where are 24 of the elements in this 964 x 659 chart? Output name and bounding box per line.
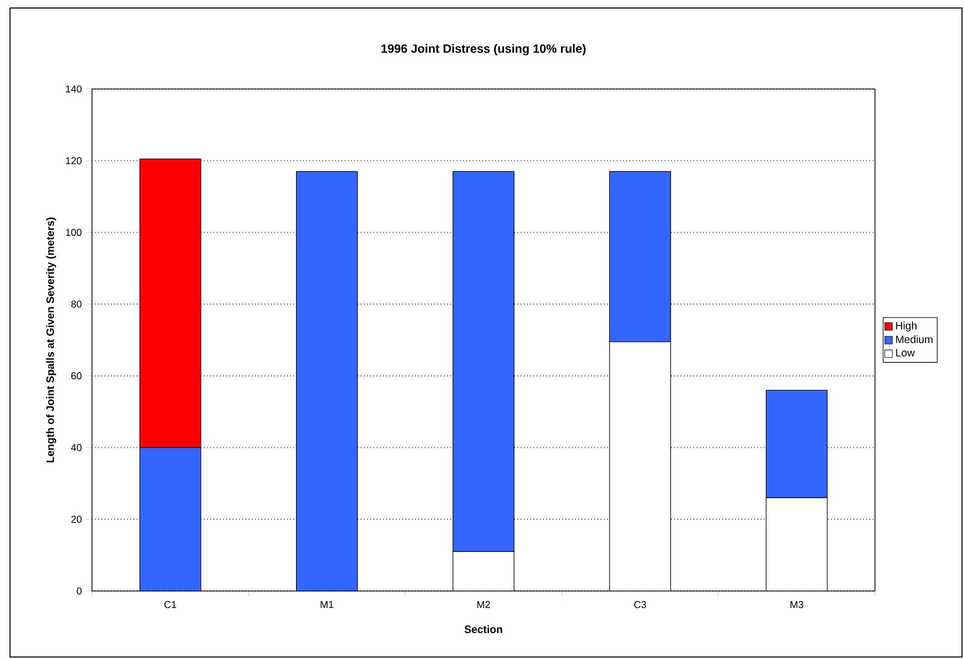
x-tick-label: M2 bbox=[477, 601, 490, 608]
x-tick-label: C3 bbox=[634, 601, 646, 608]
y-tick-label: 140 bbox=[66, 85, 82, 93]
y-tick-label: 120 bbox=[66, 157, 82, 164]
legend-label: High bbox=[896, 322, 917, 332]
x-axis-title: Section bbox=[464, 625, 502, 634]
legend-label: Medium bbox=[896, 335, 933, 344]
legend-label: Low bbox=[896, 349, 915, 356]
y-tick-label: 20 bbox=[71, 516, 82, 523]
x-tick-label: M3 bbox=[790, 601, 804, 608]
x-tick-label: C1 bbox=[164, 601, 176, 608]
bar bbox=[296, 171, 358, 591]
chart-title: 1996 Joint Distress (using 10% rule) bbox=[382, 44, 586, 56]
y-tick-label: 0 bbox=[76, 587, 82, 595]
x-tick-label: M1 bbox=[320, 601, 334, 608]
bar bbox=[766, 390, 828, 498]
y-tick-label: 80 bbox=[71, 300, 82, 308]
y-tick-label: 100 bbox=[66, 228, 82, 236]
y-axis-title: Length of Joint Spalls at Given Severity (meters) bbox=[46, 218, 56, 462]
bar bbox=[452, 171, 514, 552]
bar bbox=[609, 171, 671, 342]
y-tick-label: 40 bbox=[71, 444, 82, 452]
y-tick-label: 60 bbox=[71, 372, 82, 380]
bar bbox=[139, 447, 202, 591]
